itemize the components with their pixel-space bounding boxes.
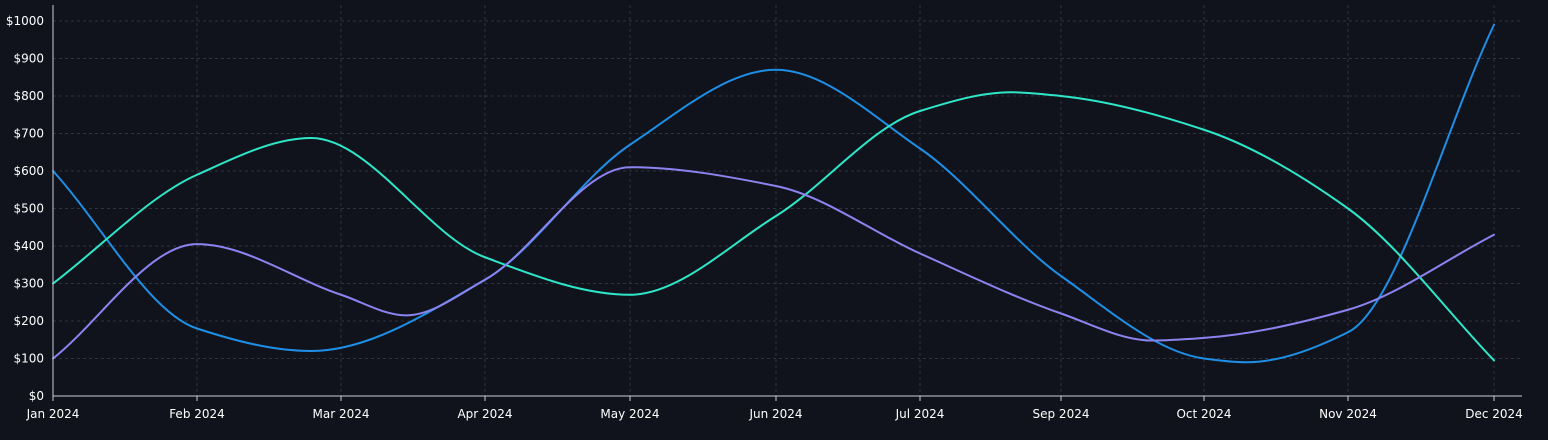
x-tick-label: Mar 2024 — [313, 407, 370, 421]
x-tick-label: Jul 2024 — [895, 407, 945, 421]
x-tick-label: Jan 2024 — [26, 407, 80, 421]
y-tick-label: $1000 — [6, 14, 44, 28]
axes: $0 $100 $200 $300 $400 $500 $600 $700 $800 $900 $1… — [6, 5, 1523, 421]
y-tick-label: $0 — [29, 389, 44, 403]
x-tick-label: May 2024 — [600, 407, 659, 421]
series-line-2 — [52, 91, 1495, 362]
y-tick-label: $500 — [13, 202, 44, 216]
y-tick-label: $700 — [13, 127, 44, 141]
y-tick-label: $100 — [13, 352, 44, 366]
x-tick-label: Dec 2024 — [1465, 407, 1523, 421]
y-tick-label: $200 — [13, 314, 44, 328]
x-tick-label: Jun 2024 — [748, 407, 802, 421]
grid — [53, 5, 1522, 396]
y-tick-label: $300 — [13, 277, 44, 291]
x-tick-label: Nov 2024 — [1319, 407, 1377, 421]
x-tick-label: Oct 2024 — [1176, 407, 1231, 421]
y-tick-label: $400 — [13, 239, 44, 253]
y-tick-label: $600 — [13, 164, 44, 178]
series-layer — [52, 23, 1495, 364]
series-line-1 — [52, 23, 1495, 364]
x-tick-label: Apr 2024 — [457, 407, 512, 421]
y-tick-label: $900 — [13, 52, 44, 66]
x-tick-label: Sep 2024 — [1033, 407, 1090, 421]
series-line-3 — [52, 166, 1495, 360]
x-tick-label: Feb 2024 — [169, 407, 225, 421]
y-tick-label: $800 — [13, 89, 44, 103]
